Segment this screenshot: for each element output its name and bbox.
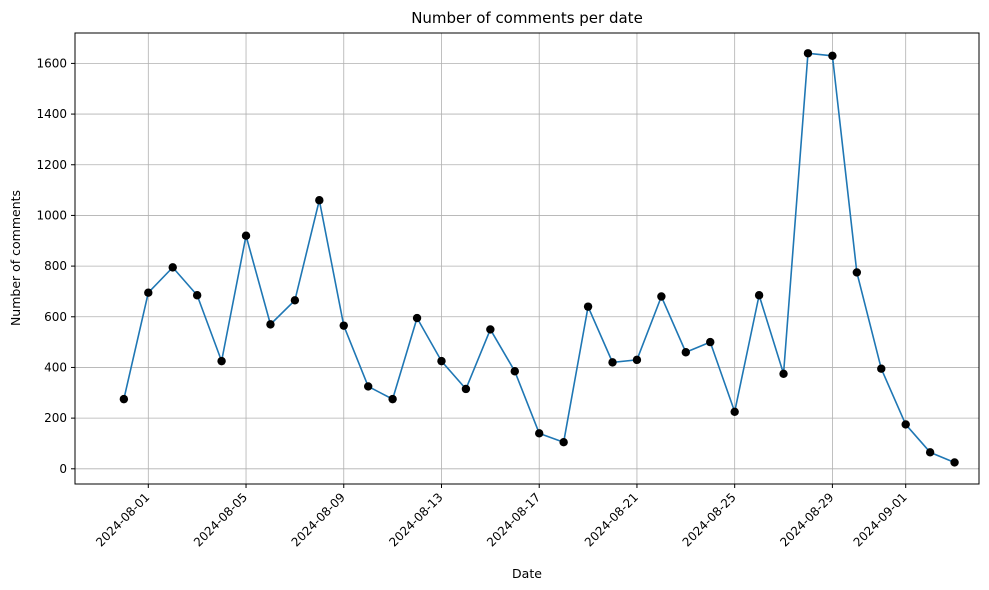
data-point bbox=[241, 231, 251, 240]
y-axis-title: Number of comments bbox=[8, 190, 23, 326]
plot-frame bbox=[74, 32, 980, 485]
data-point bbox=[901, 420, 910, 429]
data-point bbox=[852, 268, 862, 277]
y-tick-label: 1400 bbox=[36, 107, 67, 121]
data-point bbox=[559, 437, 568, 447]
chart-title: Number of comments per date bbox=[411, 9, 643, 27]
data-point bbox=[730, 407, 739, 416]
data-point bbox=[119, 394, 129, 404]
data-point bbox=[706, 337, 715, 347]
data-point bbox=[925, 448, 935, 457]
data-point bbox=[461, 384, 471, 394]
data-point bbox=[779, 369, 788, 378]
data-point bbox=[657, 292, 666, 301]
data-point bbox=[535, 429, 544, 438]
data-point bbox=[754, 291, 764, 300]
x-axis-title: Date bbox=[512, 566, 542, 581]
data-point bbox=[583, 302, 593, 311]
data-point bbox=[950, 458, 959, 467]
data-point bbox=[828, 51, 837, 61]
marker-layer bbox=[119, 49, 959, 467]
data-point bbox=[315, 196, 324, 205]
data-point bbox=[486, 325, 495, 334]
y-tick-label: 1600 bbox=[36, 56, 67, 70]
data-point bbox=[877, 364, 886, 373]
data-point bbox=[339, 321, 348, 330]
data-point bbox=[608, 358, 617, 367]
data-point bbox=[437, 356, 446, 366]
y-axis: 0 200 400 600 800 1000 1200 1400 1600 bbox=[36, 56, 75, 476]
data-point bbox=[412, 313, 422, 323]
data-point bbox=[363, 382, 373, 391]
data-point bbox=[803, 49, 813, 58]
data-point bbox=[681, 348, 691, 357]
y-tick-label: 800 bbox=[44, 259, 67, 273]
data-point bbox=[144, 288, 153, 297]
data-point bbox=[217, 356, 226, 366]
y-tick-label: 600 bbox=[44, 310, 67, 324]
grid bbox=[75, 33, 979, 484]
data-point bbox=[168, 263, 177, 272]
data-point bbox=[266, 320, 275, 329]
data-point bbox=[192, 291, 202, 300]
data-point bbox=[632, 355, 642, 365]
y-tick-label: 1000 bbox=[36, 208, 67, 222]
data-point bbox=[388, 394, 397, 404]
y-tick-label: 400 bbox=[44, 360, 67, 374]
y-tick-label: 1200 bbox=[36, 158, 67, 172]
data-point bbox=[290, 296, 300, 305]
y-tick-label: 200 bbox=[44, 411, 67, 425]
y-tick-label: 0 bbox=[59, 462, 67, 476]
data-point bbox=[510, 367, 519, 376]
